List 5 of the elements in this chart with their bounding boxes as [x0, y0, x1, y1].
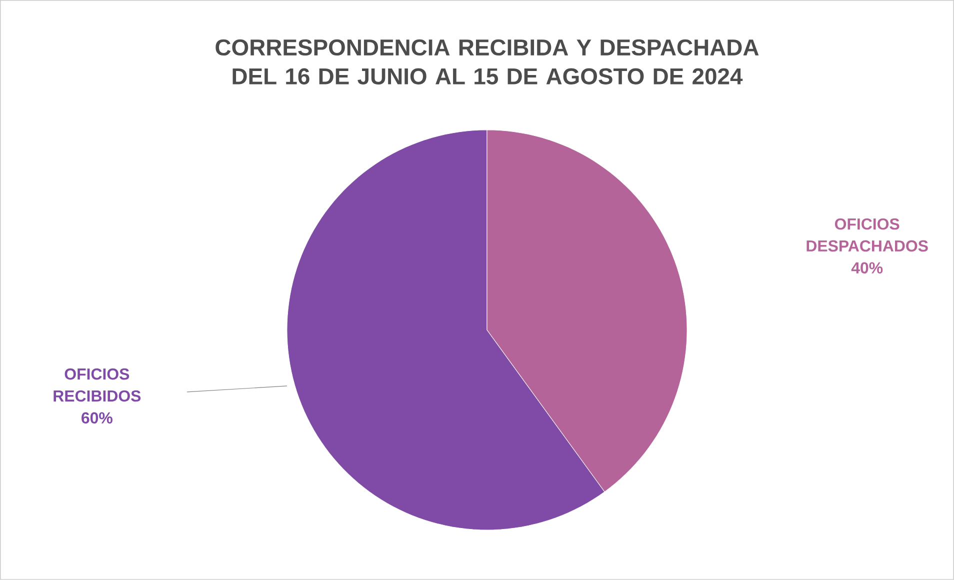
data-label: 40%	[851, 262, 883, 274]
chart-title: CORRESPONDENCIA RECIBIDA Y DESPACHADA DEL 16 DE JUNIO AL 15 DE AGOSTO DE 2024	[216, 39, 759, 85]
data-label: 60%	[82, 412, 112, 424]
slice-label: OFICIOS RECIBIDOS	[54, 368, 141, 402]
slice-label: OFICIOS DESPACHADOS	[806, 218, 928, 252]
